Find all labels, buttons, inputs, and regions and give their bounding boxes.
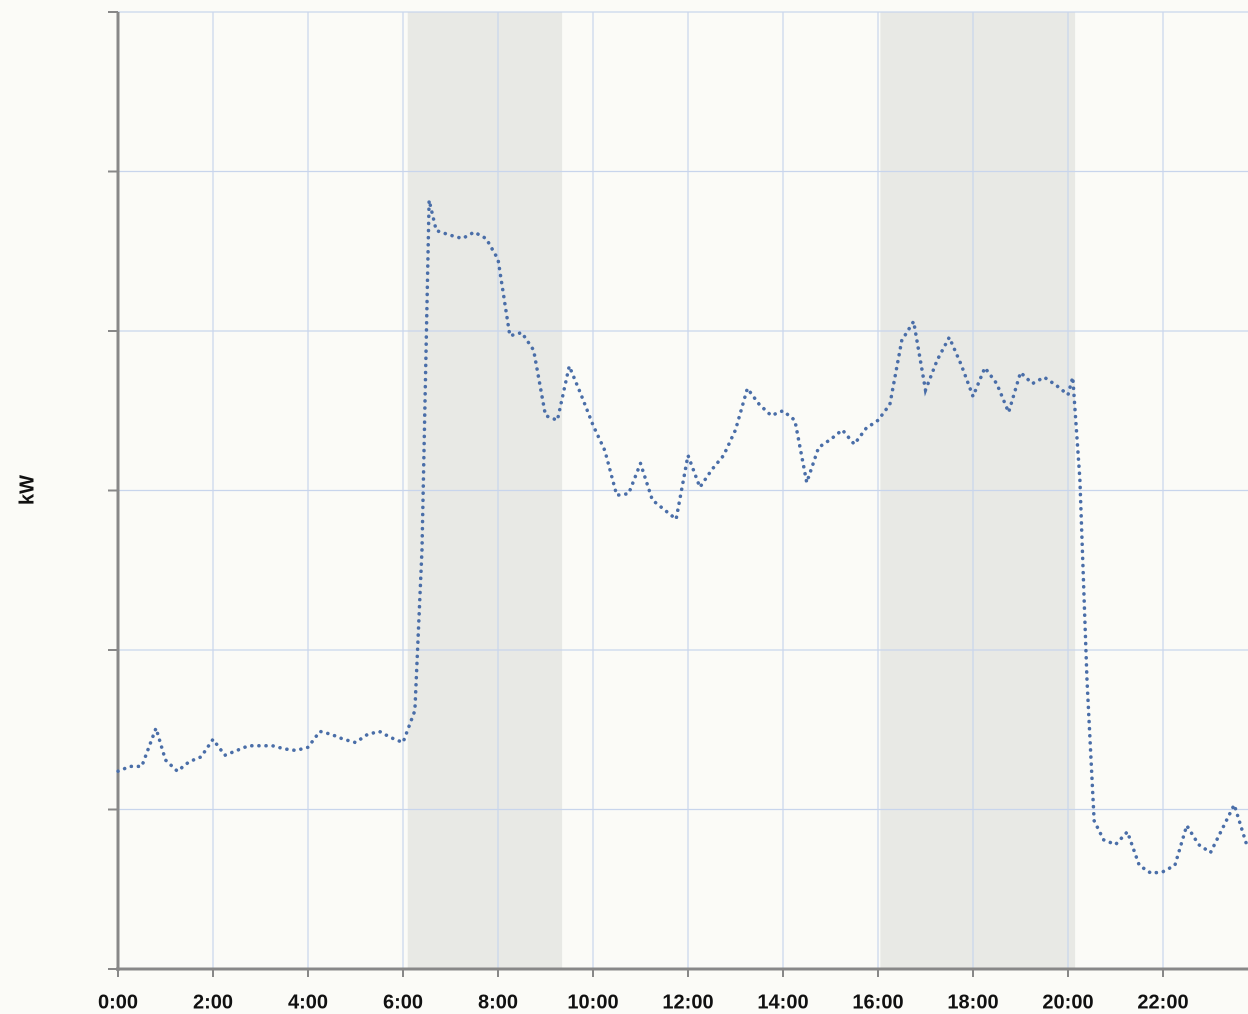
x-tick-label: 2:00 (193, 991, 233, 1013)
x-tick-label: 22:00 (1137, 991, 1188, 1013)
x-tick-label: 12:00 (662, 991, 713, 1013)
data-line (116, 199, 1248, 876)
x-tick-label: 8:00 (478, 991, 518, 1013)
x-tick-label: 16:00 (852, 991, 903, 1013)
x-tick-label: 0:00 (98, 991, 138, 1013)
x-tick-label: 6:00 (383, 991, 423, 1013)
x-tick-label: 20:00 (1042, 991, 1093, 1013)
x-tick-label: 4:00 (288, 991, 328, 1013)
x-tick-label: 14:00 (757, 991, 808, 1013)
x-tick-label: 10:00 (567, 991, 618, 1013)
x-tick-label: 18:00 (947, 991, 998, 1013)
y-axis-label: kW (16, 475, 38, 505)
